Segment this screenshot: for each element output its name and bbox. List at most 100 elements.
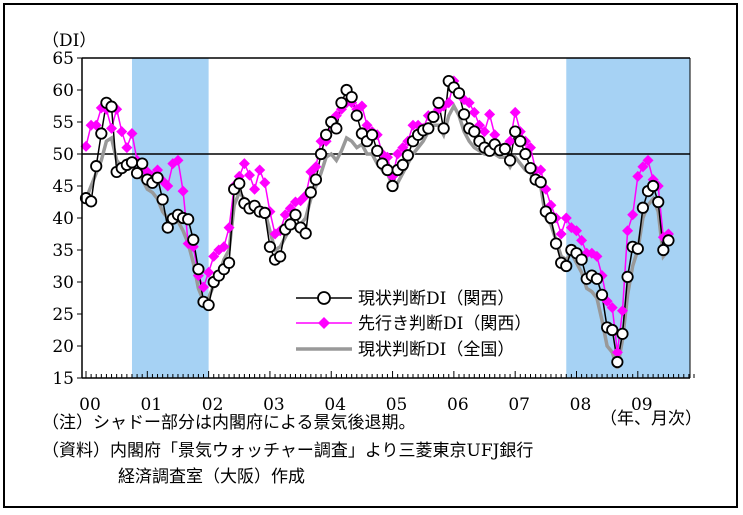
point-s2-104 <box>611 346 623 358</box>
recession-shading-2 <box>566 58 690 378</box>
point-s1-41 <box>289 208 302 221</box>
x-tick-label-05: 05 <box>386 395 408 415</box>
point-s2-75 <box>463 97 475 109</box>
point-s1-43 <box>299 227 312 240</box>
point-s1-63 <box>401 149 414 162</box>
point-s1-105 <box>616 327 629 340</box>
y-tick-label-25: 25 <box>52 305 74 325</box>
x-tick-label-02: 02 <box>202 395 224 415</box>
point-s1-87 <box>524 161 537 175</box>
y-tick-label-45: 45 <box>52 177 74 197</box>
note-source: （資料）内閣府「景気ウォッチャー調査」より三菱東京UFJ銀行 <box>42 441 534 461</box>
x-tick-label-07: 07 <box>508 395 530 415</box>
point-s1-24 <box>202 298 215 312</box>
y-tick-label-15: 15 <box>52 369 74 389</box>
point-s1-22 <box>192 263 205 276</box>
point-s1-109 <box>636 201 650 214</box>
point-s1-101 <box>595 288 609 301</box>
point-s1-62 <box>396 158 409 171</box>
point-s1-97 <box>575 253 588 266</box>
point-s1-15 <box>156 193 169 206</box>
point-s1-11 <box>136 157 149 170</box>
point-s2-5 <box>106 122 118 134</box>
point-s2-99 <box>586 247 598 259</box>
point-s1-67 <box>422 122 435 135</box>
point-s2-93 <box>555 228 567 240</box>
point-s2-105 <box>616 305 628 317</box>
point-s1-73 <box>452 87 466 100</box>
point-s2-35 <box>259 177 271 189</box>
point-s1-94 <box>560 259 573 273</box>
point-s2-84 <box>509 106 521 118</box>
point-s2-39 <box>279 209 291 221</box>
chart-frame <box>3 3 738 508</box>
point-s1-83 <box>503 154 517 167</box>
point-s2-28 <box>223 222 235 234</box>
point-s2-94 <box>560 212 572 224</box>
point-s2-24 <box>203 266 215 278</box>
point-s1-40 <box>284 218 297 231</box>
point-s1-30 <box>233 177 246 190</box>
x-tick-label-00: 00 <box>79 395 101 415</box>
y-axis-label: （DI） <box>42 31 97 51</box>
point-s1-2 <box>90 160 103 173</box>
point-s1-111 <box>647 179 660 193</box>
point-s1-76 <box>468 125 481 138</box>
x-tick-label-04: 04 <box>324 395 346 415</box>
point-s1-45 <box>309 173 323 186</box>
y-tick-label-30: 30 <box>52 273 74 293</box>
point-s2-106 <box>622 225 634 237</box>
point-s1-85 <box>514 135 527 148</box>
legend: 現状判断DI（関西） 先行き判断DI（関西） 現状判断DI（全国） <box>296 289 531 360</box>
point-s1-53 <box>350 109 363 122</box>
point-s2-78 <box>479 126 491 138</box>
point-s2-107 <box>627 209 639 221</box>
point-s1-56 <box>366 128 379 141</box>
point-s1-21 <box>187 233 200 246</box>
legend-label-2: 先行き判断DI（関西） <box>358 314 531 334</box>
x-tick-label-01: 01 <box>140 395 162 415</box>
point-s1-60 <box>386 179 399 193</box>
point-s2-71 <box>443 97 455 109</box>
point-s2-96 <box>570 225 582 237</box>
y-tick-label-65: 65 <box>52 49 74 69</box>
y-tick-label-50: 50 <box>52 145 74 165</box>
legend-label-1: 現状判断DI（関西） <box>358 289 514 309</box>
point-s2-103 <box>606 302 618 314</box>
note-source-author: 経済調査室（大阪）作成 <box>118 467 305 487</box>
point-s1-28 <box>222 256 236 269</box>
point-s2-80 <box>489 129 501 141</box>
point-s2-25 <box>208 250 220 262</box>
point-s2-7 <box>116 126 128 138</box>
point-s1-112 <box>652 195 665 209</box>
point-s1-10 <box>130 167 144 180</box>
point-s2-100 <box>591 250 603 262</box>
point-s1-16 <box>161 221 174 234</box>
point-s1-69 <box>432 96 445 109</box>
point-s1-82 <box>498 142 512 155</box>
point-s1-106 <box>621 270 634 283</box>
point-s2-76 <box>468 106 480 118</box>
point-s2-8 <box>121 142 133 154</box>
point-s1-52 <box>345 90 358 104</box>
point-s1-89 <box>534 176 547 189</box>
point-s2-0 <box>80 140 92 152</box>
point-s2-110 <box>642 154 654 166</box>
point-s1-9 <box>125 156 139 169</box>
point-s1-14 <box>151 171 164 184</box>
x-tick-label-09: 09 <box>631 395 653 415</box>
point-s1-49 <box>330 122 343 135</box>
point-s1-113 <box>657 243 670 257</box>
point-s1-20 <box>182 213 195 226</box>
x-tick-label-06: 06 <box>447 395 469 415</box>
point-s2-97 <box>576 234 588 246</box>
point-s2-19 <box>177 185 189 197</box>
x-tick-label-03: 03 <box>263 395 285 415</box>
point-s2-27 <box>218 241 230 253</box>
point-s2-89 <box>535 164 547 176</box>
point-s2-9 <box>126 128 138 140</box>
legend-marker-1 <box>317 291 331 305</box>
point-s1-50 <box>335 96 348 109</box>
x-axis-unit-label: （年、月次） <box>600 409 702 429</box>
